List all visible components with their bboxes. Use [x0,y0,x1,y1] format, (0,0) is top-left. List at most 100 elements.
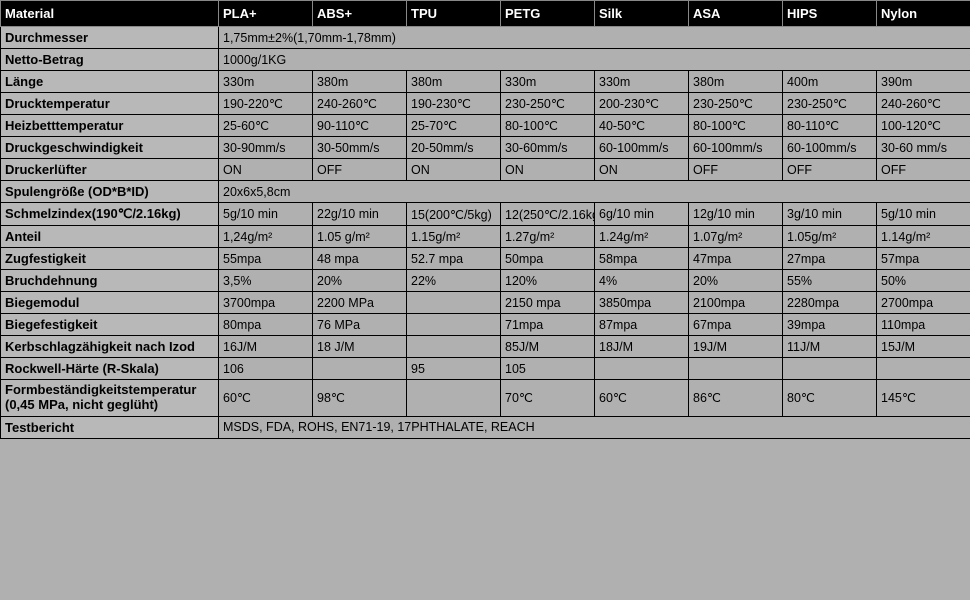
cell: 95 [407,358,501,380]
cell: 2200 MPa [313,292,407,314]
cell: OFF [689,159,783,181]
cell [407,292,501,314]
cell: 1.07g/m² [689,226,783,248]
cell: 100-120℃ [877,115,970,137]
materials-table: MaterialPLA+ABS+TPUPETGSilkASAHIPSNylon … [0,0,970,439]
table-row: Heizbetttemperatur25-60℃90-110℃25-70℃80-… [1,115,970,137]
table-row: Länge330m380m380m330m330m380m400m390m [1,71,970,93]
cell: 80℃ [783,380,877,417]
cell: 3,5% [219,270,313,292]
cell: 1.05g/m² [783,226,877,248]
cell: 80-100℃ [689,115,783,137]
cell: 1.27g/m² [501,226,595,248]
cell: 30-60 mm/s [877,137,970,159]
cell: 25-60℃ [219,115,313,137]
cell: 27mpa [783,248,877,270]
row-label: Durchmesser [1,27,219,49]
cell [407,336,501,358]
cell: 55% [783,270,877,292]
cell: 380m [313,71,407,93]
cell: 240-260℃ [313,93,407,115]
cell: 80mpa [219,314,313,336]
cell: 11J/M [783,336,877,358]
cell: 230-250℃ [783,93,877,115]
cell [407,380,501,417]
cell: ON [595,159,689,181]
cell: 80-100℃ [501,115,595,137]
cell: 52.7 mpa [407,248,501,270]
cell: 71mpa [501,314,595,336]
cell: 22% [407,270,501,292]
cell: 40-50℃ [595,115,689,137]
cell: 60℃ [219,380,313,417]
row-label: Biegefestigkeit [1,314,219,336]
row-label: Schmelzindex(190℃/2.16kg) [1,203,219,226]
cell: 380m [407,71,501,93]
cell: 80-110℃ [783,115,877,137]
cell: 67mpa [689,314,783,336]
cell: 145℃ [877,380,970,417]
row-label: Rockwell-Härte (R-Skala) [1,358,219,380]
cell: 57mpa [877,248,970,270]
cell: 60-100mm/s [783,137,877,159]
cell: 190-230℃ [407,93,501,115]
cell: 1.05 g/m² [313,226,407,248]
cell: 120% [501,270,595,292]
cell: 230-250℃ [501,93,595,115]
table-row: Durchmesser1,75mm±2%(1,70mm-1,78mm) [1,27,970,49]
cell: ON [407,159,501,181]
table-row: Biegefestigkeit80mpa76 MPa 71mpa87mpa67mp… [1,314,970,336]
cell: 30-90mm/s [219,137,313,159]
cell: 230-250℃ [689,93,783,115]
cell [783,358,877,380]
cell: 12g/10 min [689,203,783,226]
cell: 98℃ [313,380,407,417]
table-row: Biegemodul3700mpa2200 MPa2150 mpa3850mpa… [1,292,970,314]
table-row: Rockwell-Härte (R-Skala)10695105 [1,358,970,380]
cell [877,358,970,380]
cell: 4% [595,270,689,292]
cell: 87mpa [595,314,689,336]
cell: 20% [689,270,783,292]
table-row: Anteil1,24g/m²1.05 g/m²1.15g/m²1.27g/m²1… [1,226,970,248]
cell: OFF [783,159,877,181]
col-header-tpu: TPU [407,1,501,27]
table-row: Druckgeschwindigkeit30-90mm/s30-50mm/s20… [1,137,970,159]
row-label: Kerbschlagzähigkeit nach Izod [1,336,219,358]
cell: 380m [689,71,783,93]
cell: 20-50mm/s [407,137,501,159]
row-label: Spulengröße (OD*B*ID) [1,181,219,203]
table-row: Netto-Betrag1000g/1KG [1,49,970,71]
table-row: TestberichtMSDS, FDA, ROHS, EN71-19, 17P… [1,416,970,438]
col-header-silk: Silk [595,1,689,27]
row-label: Drucktemperatur [1,93,219,115]
row-label: Heizbetttemperatur [1,115,219,137]
row-label: Länge [1,71,219,93]
table-row: Drucktemperatur190-220℃240-260℃190-230℃2… [1,93,970,115]
col-header-absplus: ABS+ [313,1,407,27]
cell: 60-100mm/s [689,137,783,159]
cell: 110mpa [877,314,970,336]
cell: 60℃ [595,380,689,417]
cell: 3850mpa [595,292,689,314]
row-label: Testbericht [1,416,219,438]
cell: 390m [877,71,970,93]
cell: 200-230℃ [595,93,689,115]
table-row: Kerbschlagzähigkeit nach Izod16J/M18 J/M… [1,336,970,358]
cell: 50mpa [501,248,595,270]
col-header-nylon: Nylon [877,1,970,27]
row-span-value: 1,75mm±2%(1,70mm-1,78mm) [219,27,970,49]
cell: 240-260℃ [877,93,970,115]
cell: 86℃ [689,380,783,417]
table-row: DruckerlüfterONOFFONONONOFFOFFOFF [1,159,970,181]
cell: 58mpa [595,248,689,270]
row-label: Druckerlüfter [1,159,219,181]
cell: 6g/10 min [595,203,689,226]
cell: 22g/10 min [313,203,407,226]
cell: 12(250℃/2.16kg) [501,203,595,226]
cell: 76 MPa [313,314,407,336]
row-span-value: 20x6x5,8cm [219,181,970,203]
cell: 2150 mpa [501,292,595,314]
cell: 5g/10 min [877,203,970,226]
row-label: Biegemodul [1,292,219,314]
